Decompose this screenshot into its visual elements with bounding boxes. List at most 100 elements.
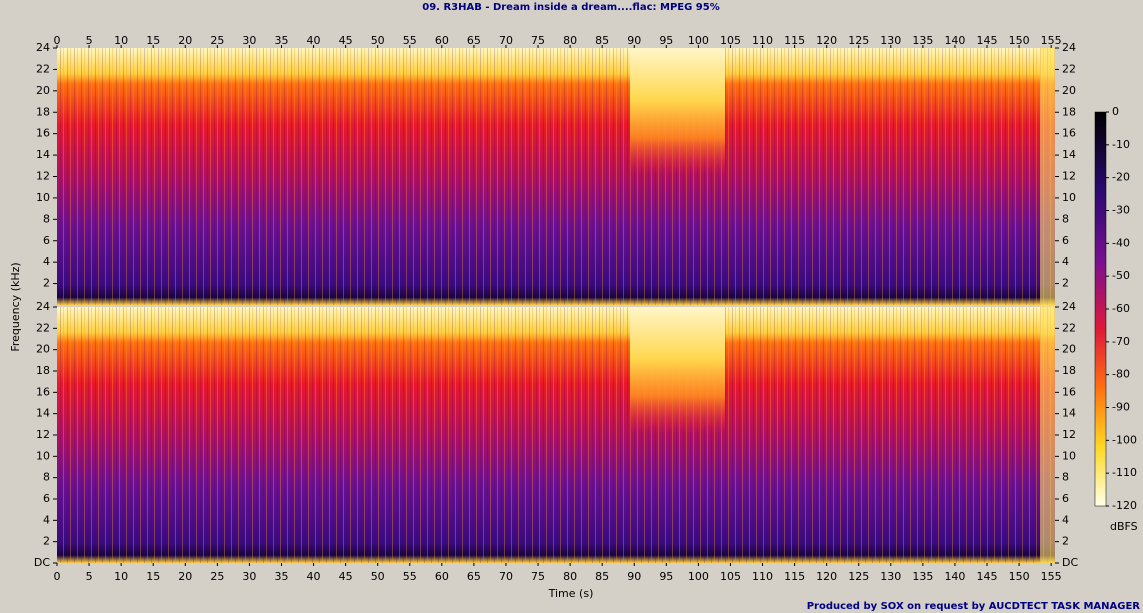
x-tick-label: 40	[307, 570, 321, 583]
x-tick-label: 25	[210, 34, 224, 47]
colorbar-tick-label: -60	[1112, 302, 1130, 315]
x-tick-label: 0	[54, 34, 61, 47]
y-tick-label: 2	[43, 535, 50, 548]
x-tick-label: 55	[403, 570, 417, 583]
x-tick-label: 110	[752, 34, 773, 47]
y-tick-label: 10	[36, 449, 50, 462]
x-tick-label: 130	[880, 570, 901, 583]
x-tick-label: 140	[944, 570, 965, 583]
y-tick-label: 14	[36, 407, 50, 420]
y-tick-label: 20	[1062, 343, 1076, 356]
y-tick-label: 16	[1062, 385, 1076, 398]
y-tick-label: 24	[1062, 300, 1076, 313]
x-tick-label: 55	[403, 34, 417, 47]
y-tick-label: 18	[1062, 364, 1076, 377]
y-tick-label: 14	[1062, 148, 1076, 161]
x-tick-label: 10	[114, 570, 128, 583]
colorbar-tick-label: -50	[1112, 269, 1130, 282]
x-tick-label: 80	[563, 34, 577, 47]
y-tick-label: 4	[1062, 513, 1069, 526]
x-tick-label: 145	[977, 570, 998, 583]
y-tick-label: 8	[43, 212, 50, 225]
x-tick-label: 30	[242, 570, 256, 583]
y-tick-label: 2	[1062, 535, 1069, 548]
fade-out	[1040, 48, 1055, 563]
y-tick-label: 4	[43, 513, 50, 526]
y-tick-label: DC	[34, 556, 50, 569]
x-tick-label: 80	[563, 570, 577, 583]
x-tick-label: 20	[178, 570, 192, 583]
x-tick-label: 50	[371, 570, 385, 583]
x-tick-label: 70	[499, 570, 513, 583]
y-tick-label: 2	[43, 277, 50, 290]
x-tick-label: 115	[784, 34, 805, 47]
footer: Produced by SOX on request by AUCDTECT T…	[807, 601, 1141, 612]
y-tick-label: 8	[1062, 212, 1069, 225]
x-tick-label: 130	[880, 34, 901, 47]
y-tick-label: 24	[1062, 41, 1076, 54]
x-tick-label: 135	[912, 34, 933, 47]
x-tick-label: 105	[720, 570, 741, 583]
x-tick-label: 65	[467, 570, 481, 583]
y-tick-label: 14	[36, 148, 50, 161]
y-tick-label: 24	[36, 41, 50, 54]
colorbar	[1094, 111, 1107, 507]
y-tick-label: 10	[1062, 191, 1076, 204]
y-tick-label: 22	[36, 62, 50, 75]
x-tick-label: 70	[499, 34, 513, 47]
y-tick-label: 18	[36, 105, 50, 118]
colorbar-tick-label: -70	[1112, 335, 1130, 348]
colorbar-tick-label: -120	[1112, 499, 1137, 512]
colorbar-tick-label: -90	[1112, 401, 1130, 414]
x-tick-label: 75	[531, 570, 545, 583]
x-tick-label: 110	[752, 570, 773, 583]
x-tick-label: 65	[467, 34, 481, 47]
x-tick-label: 135	[912, 570, 933, 583]
x-tick-label: 90	[627, 570, 641, 583]
y-tick-label: 2	[1062, 277, 1069, 290]
x-tick-label: 100	[688, 34, 709, 47]
y-tick-label: 20	[1062, 84, 1076, 97]
x-tick-label: 155	[1041, 570, 1062, 583]
y-tick-label: 8	[1062, 471, 1069, 484]
y-tick-label: 18	[1062, 105, 1076, 118]
x-tick-label: 40	[307, 34, 321, 47]
colorbar-tick-label: -30	[1112, 204, 1130, 217]
x-tick-label: 150	[1009, 34, 1030, 47]
x-tick-label: 85	[595, 34, 609, 47]
x-tick-label: 20	[178, 34, 192, 47]
x-tick-label: 140	[944, 34, 965, 47]
colorbar-tick-label: -80	[1112, 368, 1130, 381]
y-tick-label: 12	[36, 170, 50, 183]
x-tick-label: 125	[848, 570, 869, 583]
quiet-section	[630, 48, 725, 305]
x-tick-label: 120	[816, 34, 837, 47]
texture	[57, 307, 1055, 563]
y-tick-label: 12	[1062, 428, 1076, 441]
x-tick-label: 35	[274, 34, 288, 47]
y-tick-label: 16	[36, 385, 50, 398]
x-tick-label: 100	[688, 570, 709, 583]
colorbar-tick-label: -110	[1112, 466, 1137, 479]
y-tick-label: 16	[36, 127, 50, 140]
x-tick-label: 5	[86, 570, 93, 583]
colorbar-tick-label: -20	[1112, 171, 1130, 184]
x-tick-label: 120	[816, 570, 837, 583]
y-tick-label: DC	[1062, 556, 1078, 569]
x-tick-label: 45	[339, 34, 353, 47]
y-tick-label: 16	[1062, 127, 1076, 140]
x-tick-label: 30	[242, 34, 256, 47]
x-tick-label: 25	[210, 570, 224, 583]
y-tick-label: 14	[1062, 407, 1076, 420]
x-tick-label: 125	[848, 34, 869, 47]
x-tick-label: 75	[531, 34, 545, 47]
y-tick-label: 22	[1062, 321, 1076, 334]
y-tick-label: 22	[36, 321, 50, 334]
colorbar-tick-label: -40	[1112, 236, 1130, 249]
y-tick-label: 12	[1062, 170, 1076, 183]
x-tick-label: 45	[339, 570, 353, 583]
x-tick-label: 60	[435, 34, 449, 47]
x-tick-label: 15	[146, 34, 160, 47]
colorbar-tick-label: -10	[1112, 138, 1130, 151]
